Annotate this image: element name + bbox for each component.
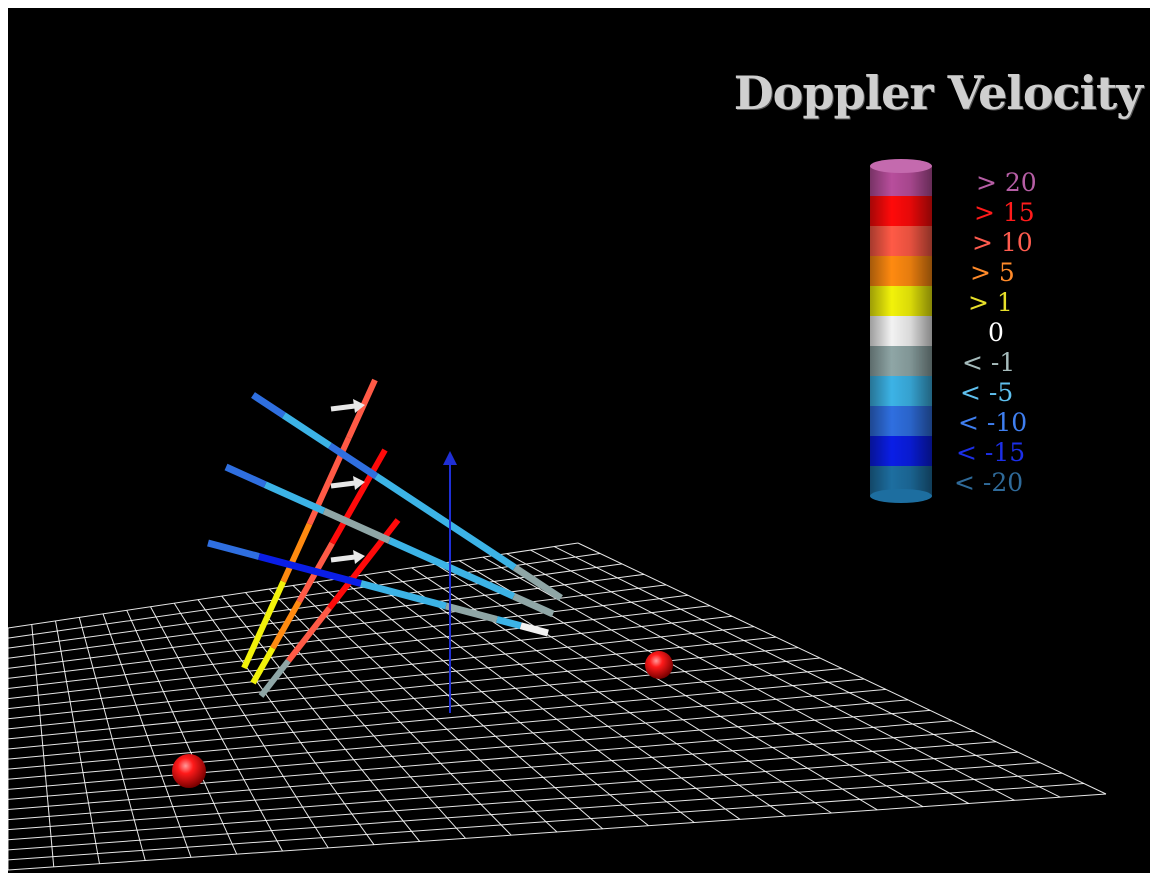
legend-swatch [870,406,932,436]
grid-line-width [8,563,623,649]
beam-segment [258,553,362,587]
beam-segment [270,599,302,650]
marker-sphere-right[interactable] [645,651,673,679]
beam-segment [224,463,267,488]
beam-segment [512,593,555,618]
beam-segment [263,481,326,515]
legend-swatch [870,256,932,286]
doppler-3d-viewport[interactable]: Doppler Velocity > 20 > 15 > 10 > 5 > 1 0 < -1… [8,8,1150,873]
legend-swatch [870,436,932,466]
beam-segment [280,522,313,583]
grid-line-depth [577,542,1107,795]
legend-bar-cap [870,159,932,173]
beam-segment [258,658,291,698]
beam-segment [251,392,286,419]
vertical-axis [443,451,457,713]
grid-line-depth [482,556,924,808]
wind-arrow-icon [330,476,365,490]
legend-label: < -1 [962,348,1016,377]
legend-swatch [870,196,932,226]
legend-label: > 15 [974,198,1035,227]
legend-label: > 10 [972,228,1033,257]
velocity-color-bar [870,159,932,503]
beam-segment [286,606,332,663]
legend-label: < -15 [956,438,1026,467]
legend-label: < -20 [954,468,1024,497]
grid-line-width [8,657,821,740]
beam-segment [374,473,517,571]
legend-swatch [870,376,932,406]
beam-segment [281,412,332,449]
beam-segment [360,580,447,610]
beam-segment [241,580,287,670]
grid-line-width [8,542,579,629]
beam-segment [388,537,516,600]
wind-arrow-icon [330,550,365,564]
legend-swatch [870,226,932,256]
grid-line-width [8,626,755,710]
wind-arrows [330,399,365,564]
legend-label: < -10 [958,408,1028,437]
grid-line-width [8,647,799,730]
grid-line-depth [506,553,969,804]
legend-label: < -5 [960,378,1014,407]
beam-segment [322,507,391,544]
grid-line-depth [530,549,1015,801]
legend-swatch [870,286,932,316]
vertical-axis-arrowhead [443,451,457,465]
grid-line-depth [554,546,1061,798]
grid-line-width [8,594,689,679]
radar-beams [207,378,563,698]
marker-sphere-left[interactable] [172,754,206,788]
scene-canvas[interactable] [8,8,1150,873]
beam-segment [327,518,401,610]
legend-bar-cap [870,489,932,503]
beam-segment [250,646,276,685]
grid-line-width [8,668,843,750]
beam-segment [445,602,498,623]
beam-segment [512,564,563,601]
legend-swatch [870,346,932,376]
beam-segment [346,378,378,439]
beam-segment [496,616,522,630]
wind-arrow-icon [330,399,365,413]
beam-segment [207,539,260,560]
beam-segment [328,442,379,480]
beam-segment [519,622,549,637]
legend-swatch [870,316,932,346]
legend-label: 0 [988,318,1004,347]
legend-label: > 5 [970,258,1015,287]
legend-title: Doppler Velocity [733,66,1143,120]
legend-label: > 1 [968,288,1013,317]
beam-segment [329,448,388,545]
legend-label: > 20 [976,168,1037,197]
